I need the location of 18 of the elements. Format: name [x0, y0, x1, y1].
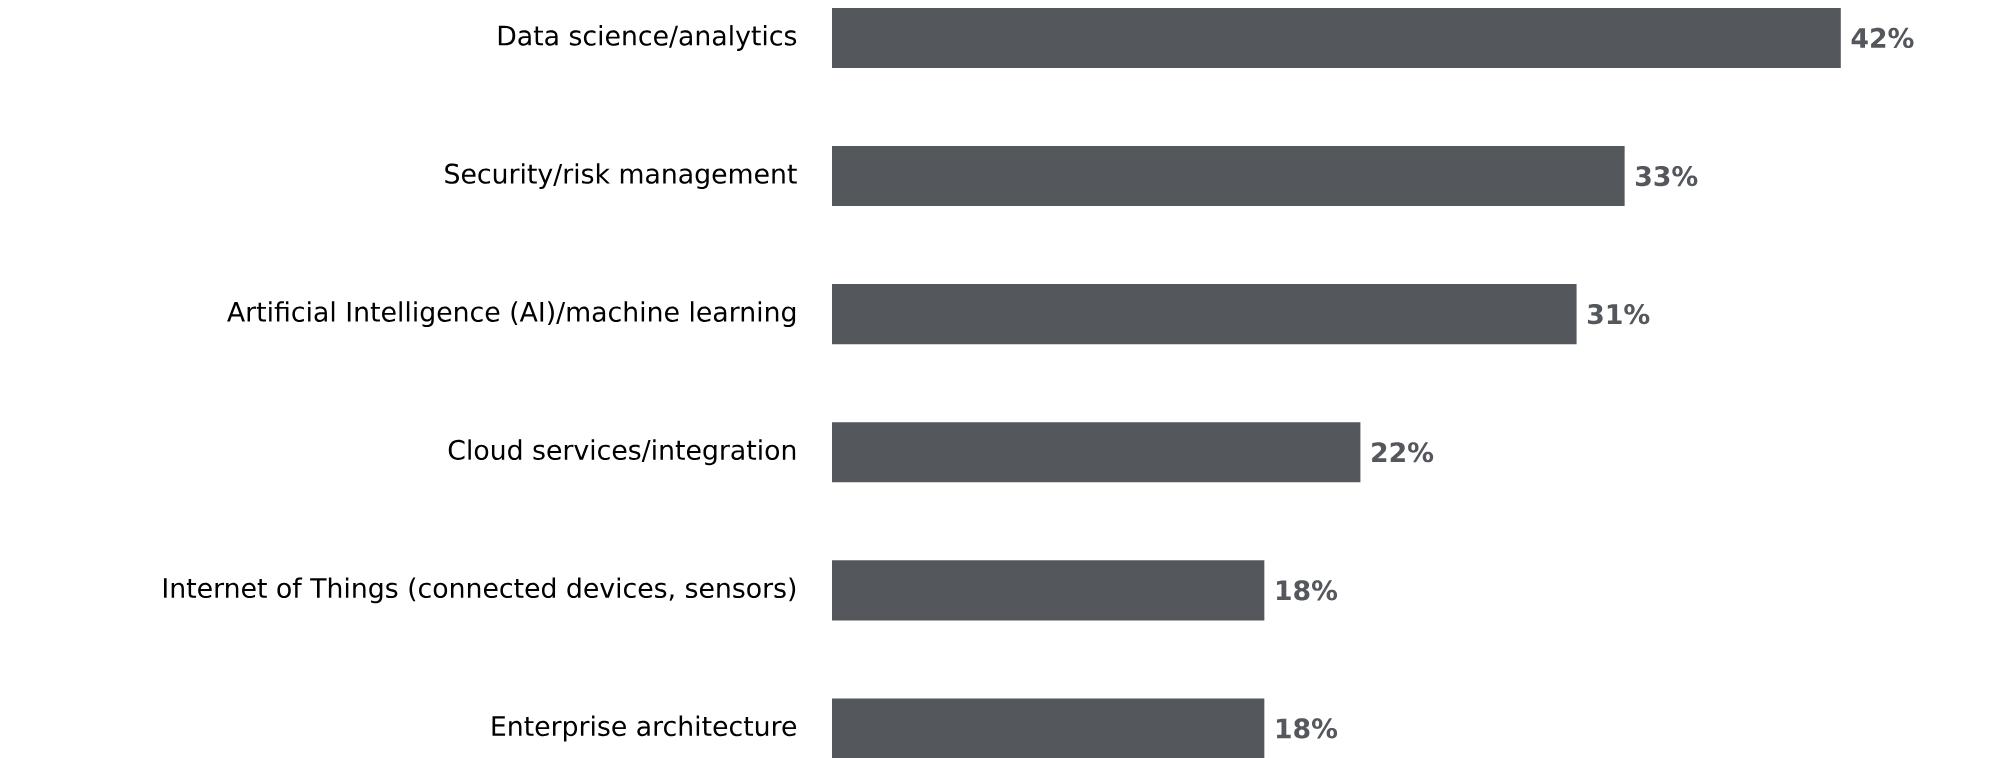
bar	[832, 421, 1361, 483]
y-tick-label: Artificial Intelligence (AI)/machine learning	[227, 301, 796, 327]
bar	[832, 560, 1265, 621]
y-tick-label: Cloud services/integration	[448, 439, 796, 465]
data-label: 18%	[1276, 718, 1338, 739]
data-label: 31%	[1587, 303, 1650, 325]
y-tick-label: Enterprise architecture	[492, 715, 797, 742]
data-label: 42%	[1851, 27, 1914, 48]
bar	[832, 7, 1841, 68]
bar	[832, 698, 1265, 758]
y-tick-label: Internet of Things (connected devices, sensors)	[164, 577, 796, 604]
bar	[832, 283, 1577, 344]
data-label: 33%	[1636, 165, 1698, 186]
data-label: 18%	[1276, 579, 1338, 601]
data-label: 22%	[1372, 441, 1434, 463]
y-tick-label: Security/risk management	[445, 162, 797, 189]
y-tick-label: Data science/analytics	[498, 24, 797, 51]
bar	[832, 145, 1625, 206]
